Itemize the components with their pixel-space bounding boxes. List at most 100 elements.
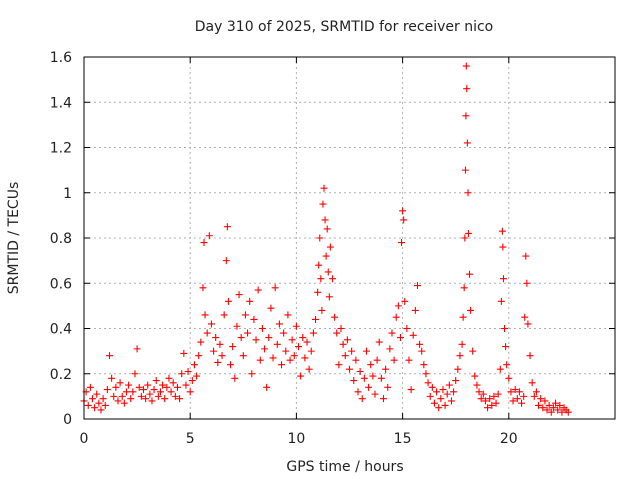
data-point [382,365,390,373]
data-point [445,381,453,389]
x-tick-label: 20 [500,431,518,447]
data-point [360,374,368,382]
data-point [246,297,254,305]
data-point [403,325,411,332]
data-point [526,352,534,360]
data-point [426,392,434,400]
data-point [394,302,402,310]
data-point [305,365,313,373]
data-point [337,325,345,332]
data-point [93,390,101,398]
x-tick-label: 5 [186,431,195,447]
data-point [318,306,326,314]
data-point [558,408,566,416]
y-tick-label: 0.6 [50,276,72,292]
data-point [545,401,553,409]
data-point [390,356,398,364]
tick-labels: 0 0.2 0.4 0.6 0.8 1 1.2 1.4 1.6 0 5 10 15 20 [50,50,518,447]
data-point [505,374,513,382]
data-point [199,284,207,292]
data-point [537,395,545,403]
data-point [316,234,324,242]
data-point [275,320,283,328]
data-point [339,340,347,348]
data-point [473,381,481,389]
data-point [176,395,184,403]
data-point [182,381,190,389]
data-point [295,343,303,351]
data-point [161,395,169,403]
data-point [433,388,441,396]
data-point [348,347,356,355]
data-point [312,315,320,323]
data-point [499,275,507,283]
data-point [462,62,470,70]
data-point [490,392,498,400]
data-point [422,370,430,378]
data-point [362,347,370,355]
data-point [377,374,385,382]
data-point [477,395,485,403]
data-point [535,401,543,409]
data-point [329,275,337,283]
data-point [214,358,222,366]
data-point [254,286,262,294]
data-point [492,399,500,407]
data-point [197,338,205,346]
data-point [456,352,464,360]
data-point [424,379,432,387]
data-point [188,377,196,385]
data-point [384,383,392,391]
data-point [195,352,203,360]
data-point [371,390,379,398]
data-point [515,388,523,396]
data-point [486,395,494,403]
x-tick-label: 0 [80,431,89,447]
y-tick-label: 0.2 [50,367,72,383]
data-point [190,361,198,369]
data-point [186,388,194,396]
data-point [317,275,325,283]
data-point [401,297,409,305]
data-point [467,306,475,314]
data-point [454,365,462,373]
data-point [112,383,120,391]
data-point [326,243,334,251]
data-point [148,397,156,405]
data-point [235,291,243,299]
data-point [142,395,150,403]
data-point [301,354,309,362]
data-point [261,345,269,353]
data-point [369,372,377,380]
data-point [335,361,343,369]
data-point [396,334,404,342]
data-point [227,361,235,369]
data-point [375,338,383,346]
data-point [125,381,133,389]
data-point [193,372,201,380]
data-point [241,311,249,319]
y-tick-label: 1.2 [50,141,72,157]
data-point [250,315,258,323]
data-point [154,392,162,400]
data-point [127,395,135,403]
data-point [496,365,504,373]
y-tick-label: 1.4 [50,95,72,111]
data-point [343,336,351,344]
data-point [286,356,294,364]
data-point [523,279,531,287]
y-tick-label: 0.4 [50,322,72,338]
data-point [222,257,230,265]
data-point [463,85,471,93]
data-point [216,340,224,348]
data-point [379,395,387,403]
data-point [524,320,532,328]
data-point [443,390,451,398]
data-point [439,386,447,394]
data-point [441,401,449,409]
data-point [152,377,160,385]
data-point [278,361,286,369]
axis-ticks [83,56,615,420]
data-point [103,386,111,394]
data-point [207,320,215,328]
